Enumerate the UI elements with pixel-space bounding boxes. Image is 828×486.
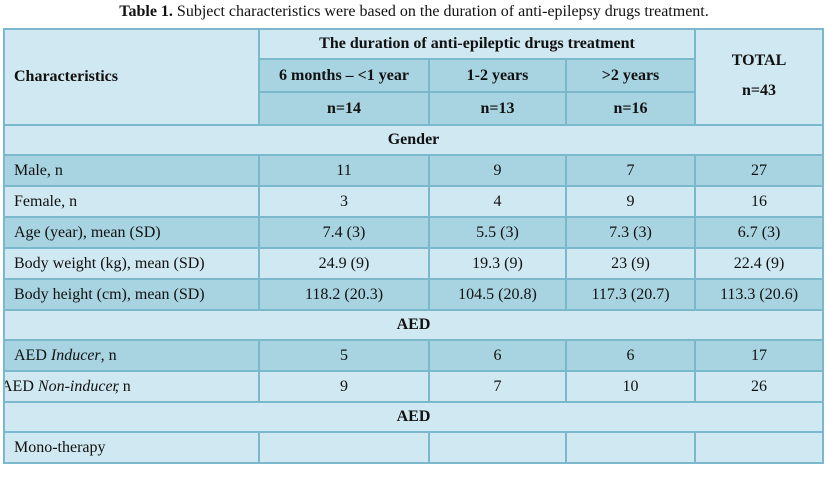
header-total: TOTAL n=43 [694,28,825,126]
cell-value: 7 [564,154,697,187]
row-label: Female, n [3,185,260,218]
section-row-aed-2: AED [2,401,825,433]
cell-value: 10 [564,370,697,403]
header-group-1-n: n=14 [258,91,430,126]
header-group-3-n: n=16 [564,91,697,126]
cell-value: 5.5 (3) [428,216,567,249]
cell-value: 117.3 (20.7) [564,278,697,311]
cell-value: 3 [258,185,430,218]
row-label-suffix: , n [114,377,131,395]
row-label: AED Inducer, n [3,339,260,372]
cell-value: 23 (9) [564,247,697,280]
row-label-em: Inducer [50,346,101,364]
table-row: Body height (cm), mean (SD) 118.2 (20.3)… [3,278,825,311]
cell-value: 24.9 (9) [258,247,430,280]
header-total-n: n=43 [742,82,777,99]
cell-value: 7 [428,370,567,403]
table-row: Male, n 11 9 7 27 [3,154,825,187]
cell-value: 5 [258,339,430,372]
cell-value [564,431,697,464]
table-row: AED Inducer, n 5 6 6 17 [3,339,825,372]
header-group-2-n: n=13 [428,91,567,126]
cell-value: 19.3 (9) [428,247,567,280]
row-label-prefix: AED [4,377,38,395]
cell-value: 11 [258,154,430,187]
cell-value: 27 [694,154,825,187]
cell-value: 104.5 (20.8) [428,278,567,311]
cell-value: 22.4 (9) [694,247,825,280]
header-group-2: 1-2 years [428,58,567,93]
cell-value: 17 [694,339,825,372]
table-caption: Table 1. Subject characteristics were ba… [0,2,828,22]
cell-value: 6 [564,339,697,372]
table-row: Mono-therapy [3,431,825,464]
caption-label: Table 1. [119,3,173,20]
table-row: Age (year), mean (SD) 7.4 (3) 5.5 (3) 7.… [3,216,825,249]
row-label: Mono-therapy [3,431,260,464]
row-label: Male, n [3,154,260,187]
cell-value: 6 [428,339,567,372]
cell-value: 9 [564,185,697,218]
section-aed: AED [2,309,825,341]
section-row-gender: Gender [2,124,825,156]
cell-value [258,431,430,464]
section-aed-2: AED [2,401,825,433]
cell-value: 9 [258,370,430,403]
cell-value [428,431,567,464]
cell-value: 118.2 (20.3) [258,278,430,311]
header-group-1: 6 months – <1 year [258,58,430,93]
table-row: Body weight (kg), mean (SD) 24.9 (9) 19.… [3,247,825,280]
row-label-prefix: AED [14,346,51,364]
row-label: AED Non-inducer, n [3,370,260,403]
cell-value: 7.3 (3) [564,216,697,249]
section-row-aed: AED [2,309,825,341]
header-duration-title: The duration of anti-epileptic drugs tre… [257,28,697,60]
table-row: AED Non-inducer, n 9 7 10 26 [3,370,825,403]
header-row-3: n=14 n=13 n=16 [4,91,823,126]
cell-value: 113.3 (20.6) [694,278,825,311]
row-label-suffix: , n [100,346,117,364]
cell-value: 16 [694,185,825,218]
header-total-label: TOTAL [731,52,787,69]
header-characteristics: Characteristics [3,28,260,126]
cell-value [694,431,825,464]
header-row-1: Characteristics The duration of anti-epi… [3,28,825,126]
row-label: Body height (cm), mean (SD) [3,278,260,311]
row-label-em: Non-inducer [37,377,119,395]
row-label: Body weight (kg), mean (SD) [3,247,260,280]
caption-text: Subject characteristics were based on th… [176,3,709,20]
cell-value: 26 [694,370,825,403]
header-row-2: 6 months – <1 year 1-2 years >2 years [4,58,823,93]
cell-value: 7.4 (3) [258,216,430,249]
characteristics-table: Characteristics The duration of anti-epi… [2,28,825,464]
section-gender: Gender [2,124,825,156]
cell-value: 4 [428,185,567,218]
table-row: Female, n 3 4 9 16 [3,185,825,218]
header-group-3: >2 years [564,58,697,93]
cell-value: 6.7 (3) [694,216,825,249]
cell-value: 9 [428,154,567,187]
row-label: Age (year), mean (SD) [3,216,260,249]
